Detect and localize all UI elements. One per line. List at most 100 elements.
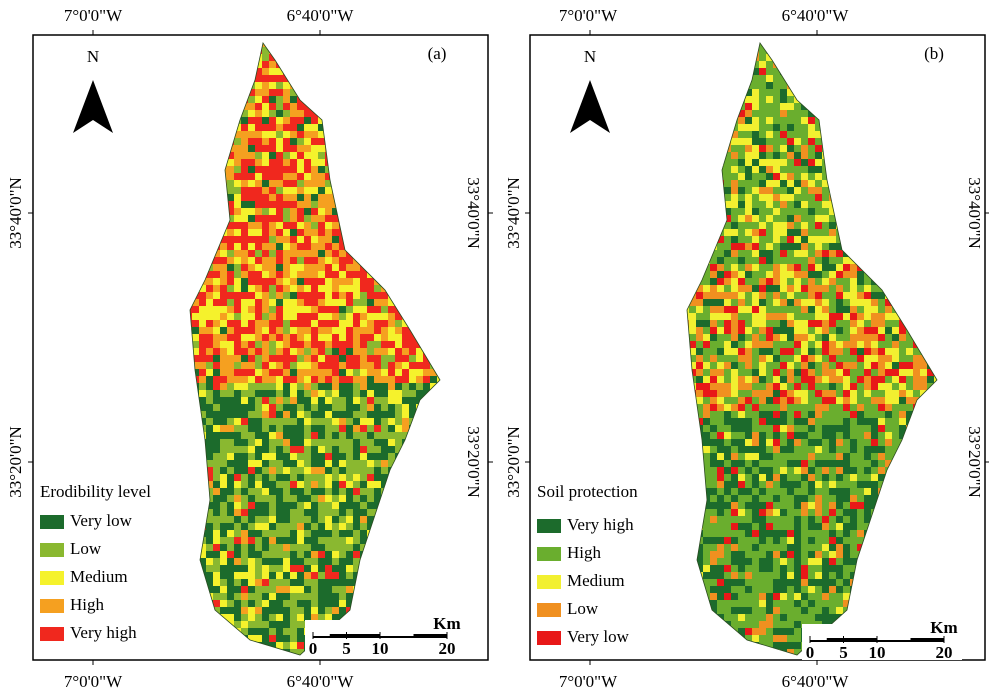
raster-cell — [325, 229, 333, 237]
raster-cell — [885, 40, 893, 48]
raster-cell — [815, 278, 823, 286]
raster-cell — [234, 642, 242, 650]
raster-cell — [941, 110, 949, 118]
raster-cell — [220, 194, 228, 202]
raster-cell — [241, 446, 249, 454]
raster-cell — [738, 264, 746, 272]
raster-cell — [381, 516, 389, 524]
raster-cell — [745, 131, 753, 139]
raster-cell — [192, 264, 200, 272]
raster-cell — [325, 110, 333, 118]
raster-cell — [388, 152, 396, 160]
raster-cell — [780, 194, 788, 202]
raster-cell — [318, 299, 326, 307]
raster-cell — [311, 404, 319, 412]
raster-cell — [234, 425, 242, 433]
raster-cell — [423, 348, 431, 356]
raster-cell — [234, 264, 242, 272]
raster-cell — [906, 68, 914, 76]
raster-cell — [444, 82, 452, 90]
raster-cell — [822, 250, 830, 258]
raster-cell — [423, 194, 431, 202]
raster-cell — [367, 306, 375, 314]
raster-cell — [941, 103, 949, 111]
raster-cell — [332, 180, 340, 188]
raster-cell — [780, 47, 788, 55]
raster-cell — [423, 145, 431, 153]
raster-cell — [801, 54, 809, 62]
raster-cell — [269, 516, 277, 524]
raster-cell — [269, 495, 277, 503]
raster-cell — [766, 68, 774, 76]
raster-cell — [430, 460, 438, 468]
raster-cell — [304, 327, 312, 335]
raster-cell — [199, 600, 207, 608]
raster-cell — [430, 138, 438, 146]
raster-cell — [402, 383, 410, 391]
raster-cell — [332, 208, 340, 216]
raster-cell — [374, 243, 382, 251]
raster-cell — [346, 299, 354, 307]
raster-cell — [920, 82, 928, 90]
raster-cell — [353, 152, 361, 160]
raster-cell — [738, 138, 746, 146]
raster-cell — [745, 236, 753, 244]
raster-cell — [262, 103, 270, 111]
legend-title: Erodibility level — [40, 482, 151, 501]
raster-cell — [920, 250, 928, 258]
raster-cell — [878, 236, 886, 244]
raster-cell — [262, 215, 270, 223]
raster-cell — [710, 47, 718, 55]
raster-cell — [843, 68, 851, 76]
raster-cell — [941, 201, 949, 209]
raster-cell — [353, 327, 361, 335]
raster-cell — [934, 306, 942, 314]
raster-cell — [290, 313, 298, 321]
raster-cell — [850, 264, 858, 272]
raster-cell — [416, 355, 424, 363]
raster-cell — [283, 607, 291, 615]
raster-cell — [227, 516, 235, 524]
raster-cell — [864, 166, 872, 174]
raster-cell — [381, 68, 389, 76]
raster-cell — [367, 551, 375, 559]
raster-cell — [423, 285, 431, 293]
raster-cell — [395, 292, 403, 300]
raster-cell — [899, 61, 907, 69]
raster-cell — [703, 96, 711, 104]
raster-cell — [906, 47, 914, 55]
raster-cell — [878, 117, 886, 125]
raster-cell — [262, 313, 270, 321]
raster-cell — [766, 82, 774, 90]
raster-cell — [311, 348, 319, 356]
raster-cell — [395, 250, 403, 258]
raster-cell — [248, 229, 256, 237]
raster-cell — [318, 509, 326, 517]
raster-cell — [402, 278, 410, 286]
raster-cell — [360, 138, 368, 146]
raster-cell — [766, 278, 774, 286]
raster-cell — [269, 306, 277, 314]
raster-cell — [332, 376, 340, 384]
raster-cell — [276, 537, 284, 545]
raster-cell — [199, 432, 207, 440]
raster-cell — [276, 376, 284, 384]
raster-cell — [234, 502, 242, 510]
raster-cell — [395, 460, 403, 468]
raster-cell — [710, 75, 718, 83]
raster-cell — [766, 173, 774, 181]
raster-cell — [234, 250, 242, 258]
raster-cell — [906, 250, 914, 258]
raster-cell — [360, 320, 368, 328]
raster-cell — [262, 54, 270, 62]
raster-cell — [794, 278, 802, 286]
raster-cell — [185, 376, 193, 384]
raster-cell — [416, 61, 424, 69]
raster-cell — [794, 75, 802, 83]
raster-cell — [206, 642, 214, 650]
raster-cell — [213, 558, 221, 566]
raster-cell — [857, 229, 865, 237]
raster-cell — [269, 180, 277, 188]
raster-cell — [185, 229, 193, 237]
raster-cell — [283, 138, 291, 146]
